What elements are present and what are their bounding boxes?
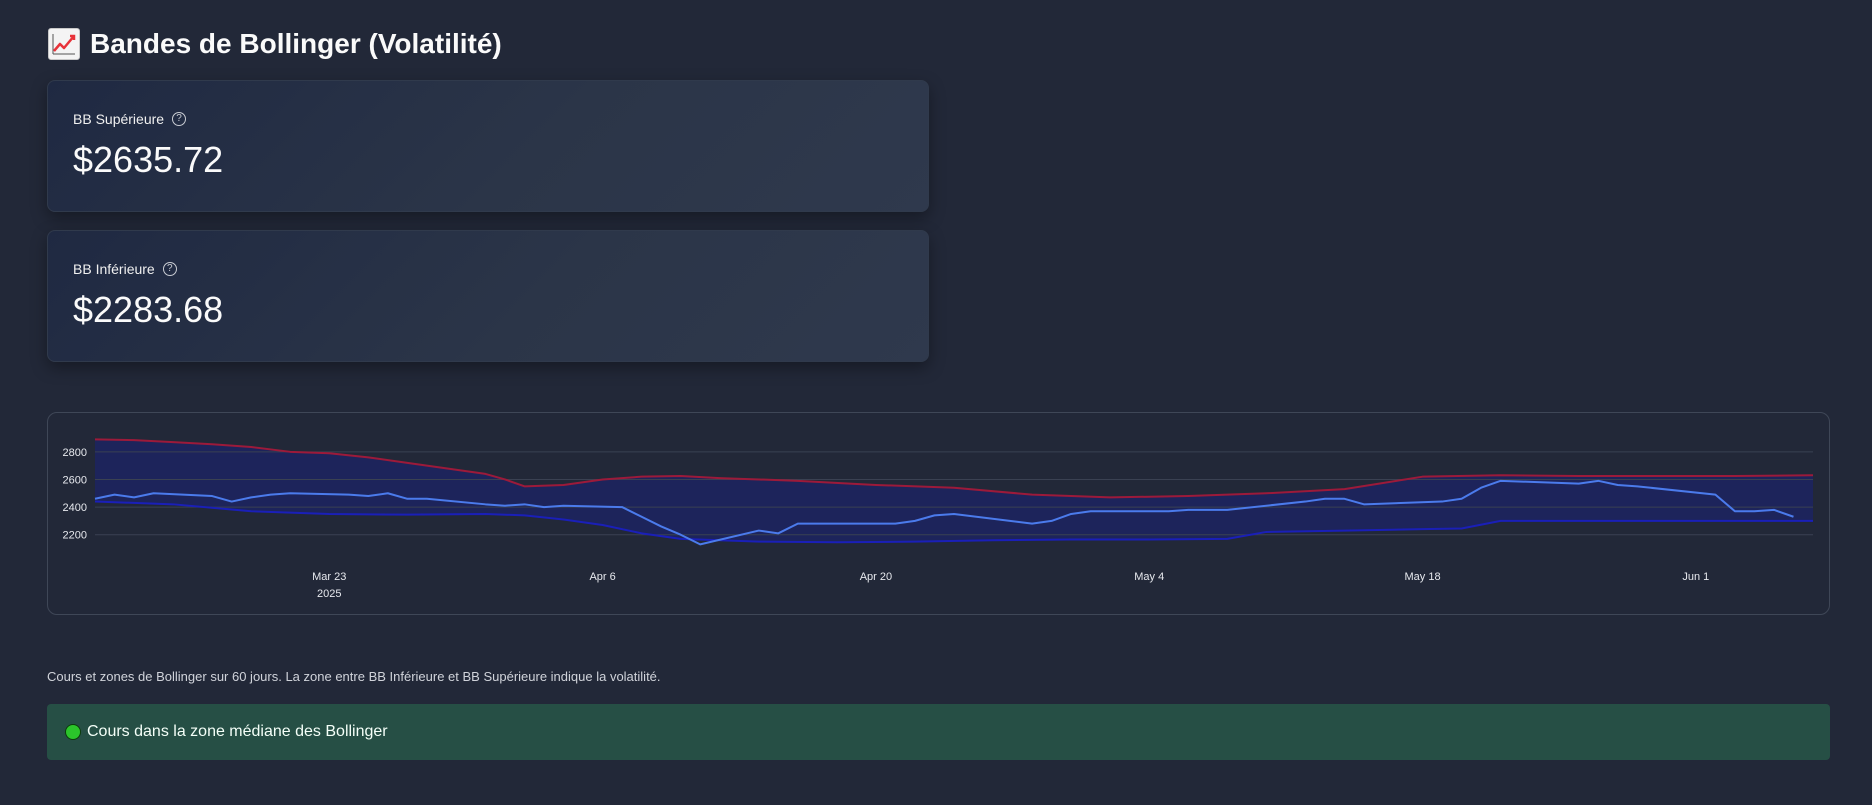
x-tick-label: Jun 1 [1682,571,1709,583]
metric-card-bb-lower: BB Inférieure ? $2283.68 [47,230,929,362]
x-tick-label: Mar 23 [312,571,346,583]
chart-caption: Cours et zones de Bollinger sur 60 jours… [47,669,661,684]
x-tick-sublabel: 2025 [317,588,341,600]
page-title-text: Bandes de Bollinger (Volatilité) [90,28,502,59]
page-title: Bandes de Bollinger (Volatilité) [48,28,502,60]
metric-card-bb-upper: BB Supérieure ? $2635.72 [47,80,929,212]
x-tick-label: Apr 6 [589,571,615,583]
x-tick-label: Apr 20 [860,571,892,583]
x-tick-label: May 18 [1405,571,1441,583]
y-tick-label: 2600 [63,474,87,486]
y-tick-label: 2400 [63,502,87,514]
metric-value: $2635.72 [73,139,224,180]
price-line [94,479,1794,546]
metric-label-text: BB Inférieure [73,261,155,277]
chart-canvas: 2200 2400 2600 2800 Mar 23 2025 Apr 6 Apr 20 May… [63,438,1814,600]
green-circle-icon [65,724,81,740]
bollinger-band-area [95,439,1813,543]
y-tick-label: 2800 [63,447,87,459]
status-text: Cours dans la zone médiane des Bollinger [87,723,388,740]
x-tick-label: May 4 [1134,571,1164,583]
y-tick-label: 2200 [63,530,87,542]
metric-label: BB Supérieure ? [73,111,187,127]
metric-label: BB Inférieure ? [73,261,177,277]
metric-value: $2283.68 [73,289,224,330]
status-banner: Cours dans la zone médiane des Bollinger [47,704,1830,760]
chart-increasing-icon [48,28,80,60]
metric-label-text: BB Supérieure [73,111,165,127]
upper-band-line [94,438,1814,499]
lower-band-line [94,500,1813,544]
question-circle-icon[interactable]: ? [162,262,177,276]
bollinger-chart[interactable]: 2200 2400 2600 2800 Mar 23 2025 Apr 6 Apr 20 May… [47,412,1830,615]
question-circle-icon[interactable]: ? [172,112,187,126]
